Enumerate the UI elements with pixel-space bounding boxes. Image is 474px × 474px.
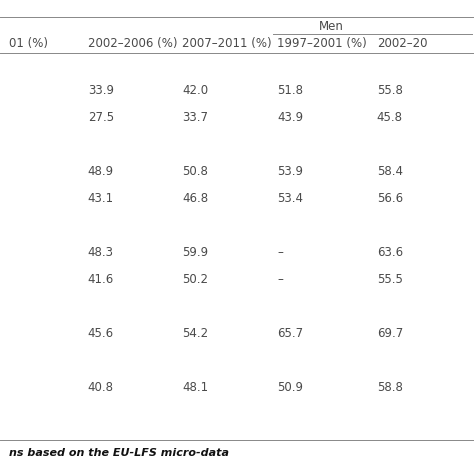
Text: Men: Men: [319, 19, 344, 33]
Text: 50.9: 50.9: [277, 381, 303, 394]
Text: 43.9: 43.9: [277, 110, 303, 124]
Text: 58.8: 58.8: [377, 381, 403, 394]
Text: 33.7: 33.7: [182, 110, 209, 124]
Text: 33.9: 33.9: [88, 83, 114, 97]
Text: 53.4: 53.4: [277, 191, 303, 205]
Text: 50.2: 50.2: [182, 273, 209, 286]
Text: 58.4: 58.4: [377, 164, 403, 178]
Text: 27.5: 27.5: [88, 110, 114, 124]
Text: 55.8: 55.8: [377, 83, 403, 97]
Text: 2002–2006 (%): 2002–2006 (%): [88, 37, 177, 50]
Text: 55.5: 55.5: [377, 273, 403, 286]
Text: 48.9: 48.9: [88, 164, 114, 178]
Text: 42.0: 42.0: [182, 83, 209, 97]
Text: 46.8: 46.8: [182, 191, 209, 205]
Text: 59.9: 59.9: [182, 246, 209, 259]
Text: 41.6: 41.6: [88, 273, 114, 286]
Text: 56.6: 56.6: [377, 191, 403, 205]
Text: 1997–2001 (%): 1997–2001 (%): [277, 37, 367, 50]
Text: 53.9: 53.9: [277, 164, 303, 178]
Text: 43.1: 43.1: [88, 191, 114, 205]
Text: 65.7: 65.7: [277, 327, 303, 340]
Text: 50.8: 50.8: [182, 164, 209, 178]
Text: 01 (%): 01 (%): [9, 37, 48, 50]
Text: –: –: [277, 246, 283, 259]
Text: 63.6: 63.6: [377, 246, 403, 259]
Text: 51.8: 51.8: [277, 83, 303, 97]
Text: 2002–20: 2002–20: [377, 37, 428, 50]
Text: –: –: [277, 273, 283, 286]
Text: 69.7: 69.7: [377, 327, 403, 340]
Text: 45.6: 45.6: [88, 327, 114, 340]
Text: 54.2: 54.2: [182, 327, 209, 340]
Text: 48.3: 48.3: [88, 246, 114, 259]
Text: ns based on the EU-LFS micro-data: ns based on the EU-LFS micro-data: [9, 447, 229, 458]
Text: 2007–2011 (%): 2007–2011 (%): [182, 37, 272, 50]
Text: 45.8: 45.8: [377, 110, 403, 124]
Text: 40.8: 40.8: [88, 381, 114, 394]
Text: 48.1: 48.1: [182, 381, 209, 394]
